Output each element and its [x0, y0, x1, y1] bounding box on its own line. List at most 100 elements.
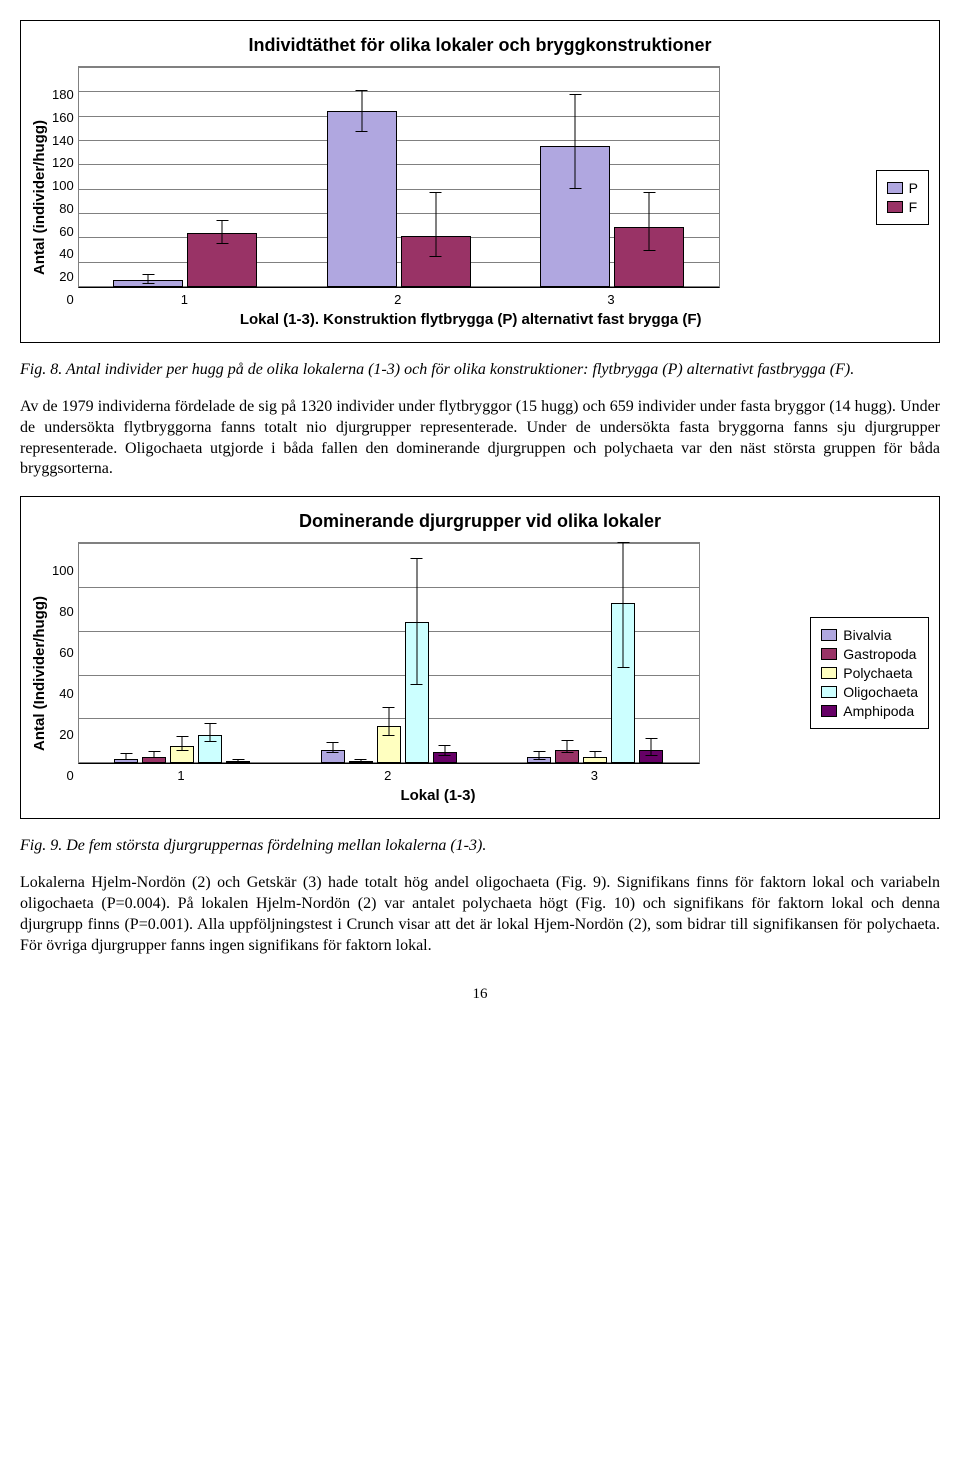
- chart2-ylabel: Antal (Individer/hugg): [31, 596, 48, 751]
- legend-label: Gastropoda: [843, 646, 916, 662]
- bar-cluster: [492, 543, 699, 763]
- y-tick: 80: [59, 201, 73, 216]
- bar: [114, 759, 138, 763]
- bar: [614, 227, 684, 287]
- chart1-xlabel: Lokal (1-3). Konstruktion flytbrygga (P)…: [78, 311, 864, 328]
- chart2-xticks: 1 2 3: [78, 768, 698, 783]
- legend-swatch: [821, 648, 837, 660]
- y-tick: 0: [66, 292, 73, 307]
- error-bar: [222, 220, 223, 244]
- bar-cluster: [79, 543, 286, 763]
- legend-item: F: [887, 199, 918, 215]
- y-tick: 180: [52, 87, 74, 102]
- error-bar: [567, 740, 568, 753]
- legend-item: Oligochaeta: [821, 684, 918, 700]
- page-number: 16: [20, 986, 940, 1003]
- legend-label: Oligochaeta: [843, 684, 918, 700]
- paragraph1: Av de 1979 individerna fördelade de sig …: [20, 397, 940, 480]
- figure8-caption: Fig. 8. Antal individer per hugg på de o…: [20, 361, 940, 379]
- error-bar: [148, 274, 149, 284]
- chart1-ylabel: Antal (individer/hugg): [31, 120, 48, 275]
- bar: [540, 146, 610, 287]
- bar: [187, 233, 257, 287]
- y-tick: 140: [52, 133, 74, 148]
- error-bar: [651, 738, 652, 756]
- bar: [583, 757, 607, 764]
- bar: [142, 757, 166, 764]
- error-bar: [361, 90, 362, 132]
- chart1-container: Individtäthet för olika lokaler och bryg…: [20, 20, 940, 343]
- bar-cluster: [285, 543, 492, 763]
- error-bar: [444, 745, 445, 756]
- error-bar: [539, 751, 540, 760]
- x-tick: 3: [591, 768, 598, 783]
- y-tick: 60: [59, 645, 73, 660]
- x-tick: 2: [384, 768, 391, 783]
- x-tick: 2: [394, 292, 401, 307]
- y-tick: 100: [52, 563, 74, 578]
- y-tick: 100: [52, 178, 74, 193]
- x-tick: 1: [177, 768, 184, 783]
- bar: [611, 603, 635, 764]
- error-bar: [388, 707, 389, 736]
- legend-item: Polychaeta: [821, 665, 918, 681]
- error-bar: [238, 759, 239, 762]
- bar: [639, 750, 663, 763]
- error-bar: [649, 192, 650, 251]
- bar: [527, 757, 551, 764]
- chart2-yticks: 100806040200: [52, 563, 78, 783]
- legend-label: P: [909, 180, 918, 196]
- y-tick: 0: [66, 768, 73, 783]
- bar: [170, 746, 194, 764]
- chart2-legend: Bivalvia Gastropoda Polychaeta Oligochaeta A…: [810, 617, 929, 729]
- chart1-legend: PF: [876, 170, 929, 225]
- legend-swatch: [821, 667, 837, 679]
- legend-swatch: [887, 182, 903, 194]
- y-tick: 20: [59, 269, 73, 284]
- chart1-title: Individtäthet för olika lokaler och bryg…: [31, 35, 929, 56]
- bar: [349, 761, 373, 763]
- y-tick: 40: [59, 246, 73, 261]
- chart1-xticks: 1 2 3: [78, 292, 718, 307]
- chart2-title: Dominerande djurgrupper vid olika lokale…: [31, 511, 929, 532]
- legend-label: F: [909, 199, 918, 215]
- bar: [401, 236, 471, 287]
- legend-swatch: [821, 705, 837, 717]
- figure9-caption: Fig. 9. De fem största djurgruppernas fö…: [20, 837, 940, 855]
- legend-label: Amphipoda: [843, 703, 914, 719]
- error-bar: [595, 751, 596, 758]
- chart2-container: Dominerande djurgrupper vid olika lokale…: [20, 496, 940, 819]
- y-tick: 120: [52, 155, 74, 170]
- bar-cluster: [292, 67, 505, 287]
- x-tick: 1: [181, 292, 188, 307]
- bar: [321, 750, 345, 763]
- bar: [405, 622, 429, 763]
- chart2-plot: [78, 542, 700, 764]
- y-tick: 40: [59, 686, 73, 701]
- legend-item: P: [887, 180, 918, 196]
- bar: [113, 280, 183, 287]
- bar: [433, 752, 457, 763]
- chart2-xlabel: Lokal (1-3): [78, 787, 799, 804]
- y-tick: 80: [59, 604, 73, 619]
- error-bar: [575, 94, 576, 189]
- legend-label: Bivalvia: [843, 627, 891, 643]
- paragraph2: Lokalerna Hjelm-Nordön (2) och Getskär (…: [20, 873, 940, 956]
- error-bar: [182, 736, 183, 751]
- legend-label: Polychaeta: [843, 665, 912, 681]
- bar: [327, 111, 397, 287]
- bar-cluster: [79, 67, 292, 287]
- chart1-plot: [78, 66, 720, 288]
- y-tick: 60: [59, 224, 73, 239]
- legend-swatch: [821, 686, 837, 698]
- y-tick: 160: [52, 110, 74, 125]
- error-bar: [360, 759, 361, 762]
- error-bar: [416, 558, 417, 686]
- error-bar: [332, 742, 333, 753]
- legend-swatch: [887, 201, 903, 213]
- x-tick: 3: [607, 292, 614, 307]
- error-bar: [623, 542, 624, 667]
- bar: [226, 761, 250, 763]
- error-bar: [154, 751, 155, 758]
- error-bar: [210, 723, 211, 743]
